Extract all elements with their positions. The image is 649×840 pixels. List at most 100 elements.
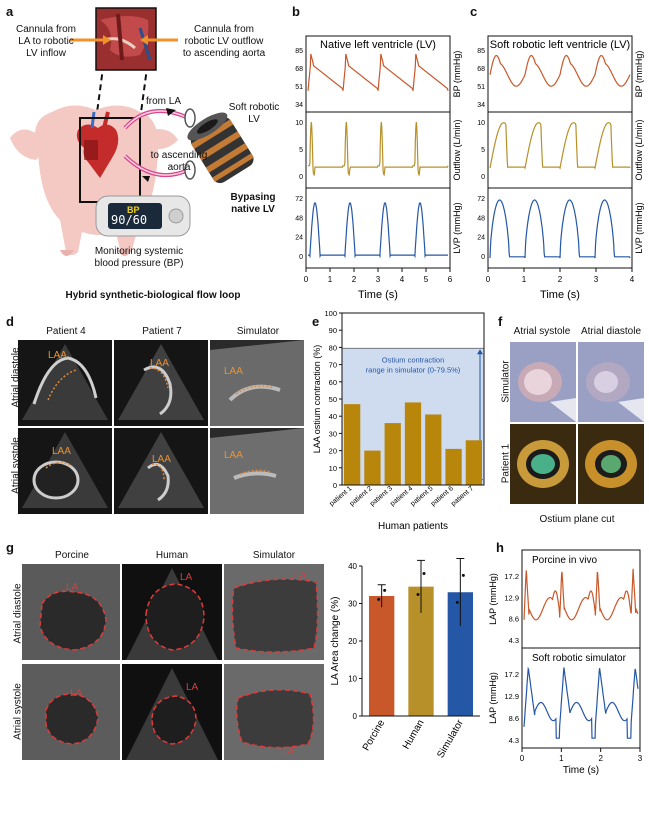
la-area-category: Human — [401, 718, 427, 751]
panel-g-letter: g — [6, 540, 14, 555]
laa-label-d5: LAA — [152, 454, 171, 465]
panel-b-ylabel: Outflow (L/min) — [452, 119, 462, 180]
panel-a-illustration — [10, 7, 254, 256]
d-col-simulator: Simulator — [236, 326, 280, 337]
panel-h-letter: h — [496, 540, 504, 555]
panel-c-ytick: 68 — [477, 66, 485, 73]
flow-loop-caption: Hybrid synthetic-biological flow loop — [65, 290, 241, 301]
la-label-g6: LA — [282, 746, 295, 757]
from-la-label: from LA — [146, 96, 182, 107]
panel-c-title: Soft robotic left ventricle (LV) — [490, 39, 630, 51]
panel-c-ytick: 72 — [477, 196, 485, 203]
panel-c-flow-trace — [489, 122, 631, 170]
la-area-category: Porcine — [361, 718, 388, 753]
f-patient1-diastole — [578, 424, 644, 504]
laa-label-d4: LAA — [52, 446, 71, 457]
f-col-systole: Atrial systole — [513, 326, 571, 337]
lap-xtick: 3 — [638, 754, 643, 763]
lap-ytick: 12.9 — [504, 692, 519, 701]
lap-ytick: 8.6 — [509, 615, 519, 624]
panel-c-xlabel: Time (s) — [540, 289, 580, 301]
la-area-ytick: 10 — [348, 675, 357, 684]
laa-ytick: 0 — [333, 481, 337, 490]
lap-ylabel: LAP (mmHg) — [488, 573, 498, 625]
panel-b-ytick: 48 — [295, 215, 303, 222]
f-simulator-systole — [510, 342, 576, 422]
laa-label-d3: LAA — [224, 366, 243, 377]
laa-bar — [404, 402, 422, 485]
lap-xtick: 1 — [559, 754, 564, 763]
panel-b-xtick: 3 — [376, 275, 381, 284]
f-col-diastole: Atrial diastole — [580, 326, 642, 337]
panel-b-ytick: 72 — [295, 196, 303, 203]
panel-e-letter: e — [312, 314, 320, 329]
panel-c-xtick: 3 — [594, 275, 599, 284]
panel-c-ytick: 34 — [477, 102, 485, 109]
panel-a-letter: a — [6, 4, 14, 19]
laa-ytick: 40 — [329, 412, 337, 421]
panel-c-xtick: 2 — [558, 275, 563, 284]
la-area-point — [416, 593, 420, 596]
us-g-porcine-systole: LA — [22, 664, 120, 760]
panel-b-ytick: 68 — [295, 66, 303, 73]
la-label-g5: LA — [186, 682, 199, 693]
la-area-bar — [369, 596, 395, 716]
laa-ytick: 60 — [329, 378, 337, 387]
panel-b-xtick: 1 — [328, 275, 333, 284]
laa-bar — [465, 440, 482, 485]
us-g-simulator-diastole: LA — [224, 564, 324, 660]
us-d-simulator-systole: LAA — [210, 428, 304, 514]
laa-ytick: 90 — [329, 326, 337, 335]
laa-ytick: 10 — [329, 464, 337, 473]
laa-ytick: 50 — [329, 395, 337, 404]
panel-b-ytick: 34 — [295, 102, 303, 109]
panel-c-ytick: 51 — [477, 84, 485, 91]
lap-xlabel: Time (s) — [563, 765, 599, 775]
f-patient1-systole — [510, 424, 576, 504]
bp-display-value: 90/60 — [111, 213, 148, 227]
panel-c-ytick: 5 — [481, 147, 485, 154]
laa-ylabel: LAA ostium contraction (%) — [312, 345, 322, 454]
panel-b-xtick: 5 — [424, 275, 429, 284]
panel-b-ytick: 0 — [299, 174, 303, 181]
panel-c-lvp-trace — [489, 199, 631, 259]
soft-robotic-lv-label: Soft robotic LV — [228, 102, 280, 125]
laa-label-d2: LAA — [150, 358, 169, 369]
us-d-patient7-diastole: LAA — [114, 340, 208, 426]
la-area-point — [455, 600, 459, 604]
us-g-human-diastole: LA — [122, 564, 222, 660]
us-d-patient7-systole: LAA — [114, 428, 208, 514]
laa-bar — [425, 414, 442, 485]
lap-ylabel: LAP (mmHg) — [488, 672, 498, 724]
la-area-ytick: 40 — [348, 562, 357, 571]
panel-b-ytick: 24 — [295, 235, 303, 242]
laa-ytick: 100 — [324, 309, 337, 318]
panel-f-letter: f — [498, 314, 503, 329]
panel-b-xtick: 2 — [352, 275, 357, 284]
laa-bar — [384, 423, 401, 485]
la-area-point — [383, 588, 387, 592]
panel-c-ylabel: BP (mmHg) — [634, 51, 644, 98]
laa-bar — [344, 404, 361, 485]
lap-panel-title: Porcine in vivo — [532, 555, 597, 566]
lap-waveforms: Porcine in vivo 17.2 12.9 8.6 4.3 LAP (mmHg) S… — [488, 549, 643, 775]
panel-c-ylabel: LVP (mmHg) — [634, 202, 644, 253]
bp-display-label: BP — [127, 205, 140, 215]
panel-b-lvp-trace — [308, 202, 448, 259]
la-area-point — [422, 572, 426, 575]
d-col-patient4: Patient 4 — [46, 326, 86, 337]
lap-ytick: 12.9 — [504, 593, 519, 602]
panel-b-xtick: 4 — [400, 275, 405, 284]
laa-bar-category: patient 7 — [450, 485, 475, 508]
us-g-simulator-systole: LA — [224, 664, 324, 760]
cannula-inflow-label: Cannula from LA to robotic LV inflow — [15, 24, 77, 59]
panel-b-ytick: 0 — [299, 254, 303, 261]
la-label-g1: LA — [66, 582, 79, 593]
d-col-patient7: Patient 7 — [142, 326, 182, 337]
panel-c-ytick: 0 — [481, 254, 485, 261]
panel-b-xtick: 0 — [304, 275, 309, 284]
la-area-point — [377, 597, 381, 601]
lap-xtick: 0 — [520, 754, 525, 763]
